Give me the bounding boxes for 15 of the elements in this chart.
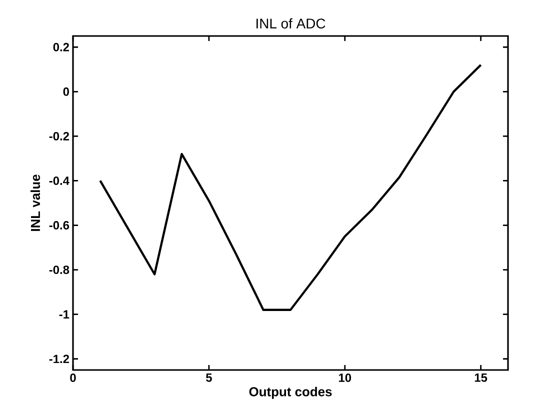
y-tick-label: -0.4 [49, 176, 70, 185]
y-tick-label: -1 [59, 310, 70, 318]
y-tick-label: 0 [63, 87, 69, 96]
y-tick-label: -0.2 [49, 132, 70, 140]
x-axis-title: Output codes [249, 386, 332, 399]
x-tick-label: 0 [70, 374, 76, 382]
y-tick-label: 0.2 [53, 42, 70, 52]
y-axis-title: INL value [30, 174, 40, 231]
chart-title: INL of ADC [256, 18, 326, 29]
x-tick-label: 5 [206, 374, 212, 382]
y-tick-label: -1.2 [49, 354, 70, 364]
y-tick-label: -0.6 [49, 221, 70, 230]
y-tick-label: -0.8 [49, 266, 70, 274]
x-tick-label: 15 [474, 374, 488, 382]
x-tick-label: 10 [338, 374, 352, 382]
